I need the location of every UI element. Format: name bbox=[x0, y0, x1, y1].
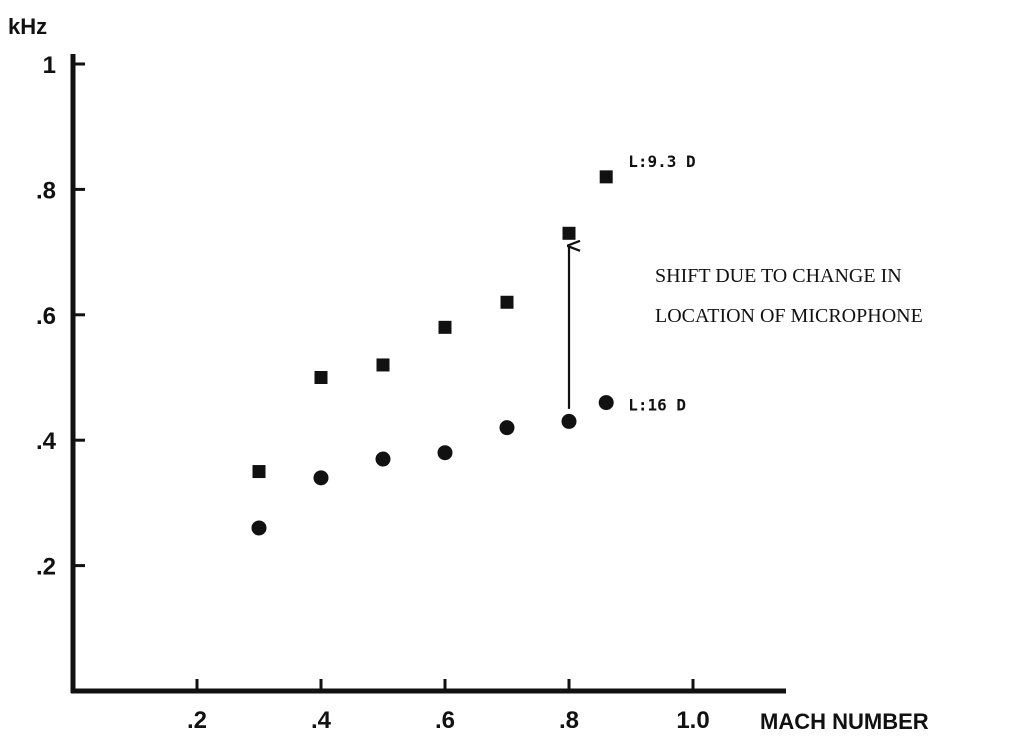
x-tick-label: 1.0 bbox=[676, 707, 709, 734]
data-point-square bbox=[376, 358, 390, 372]
annotation-text: LOCATION OF MICROPHONE bbox=[655, 305, 923, 327]
annotation-text: SHIFT DUE TO CHANGE IN bbox=[655, 265, 902, 287]
data-point-square bbox=[252, 465, 266, 479]
data-marks: L:9.3 D L:16 D bbox=[251, 152, 696, 536]
x-axis-title: MACH NUMBER bbox=[760, 709, 929, 734]
data-point-circle bbox=[437, 445, 453, 461]
series-label: L:16 D bbox=[628, 396, 686, 415]
data-point-circle bbox=[598, 395, 614, 411]
x-tick-label: .6 bbox=[435, 707, 455, 734]
y-tick-label: .6 bbox=[36, 303, 56, 330]
x-tick-label: .2 bbox=[187, 707, 207, 734]
data-point-square bbox=[500, 295, 514, 309]
y-tick-label: .2 bbox=[36, 554, 56, 581]
annotation-group: SHIFT DUE TO CHANGE IN LOCATION OF MICROP… bbox=[569, 246, 923, 409]
y-tick-label: .4 bbox=[36, 428, 57, 455]
series-label: L:9.3 D bbox=[628, 152, 695, 171]
y-tick-label: 1 bbox=[43, 52, 56, 79]
x-tick-label: .8 bbox=[559, 707, 579, 734]
data-point-circle bbox=[251, 520, 267, 536]
data-point-square bbox=[314, 371, 328, 384]
data-point-square bbox=[562, 226, 576, 240]
y-tick-label: .8 bbox=[36, 177, 56, 204]
y-axis-title: kHz bbox=[8, 14, 47, 39]
data-point-square bbox=[599, 170, 613, 184]
data-point-circle bbox=[499, 420, 515, 436]
tick-group: .2 .4 .6 .8 1.0 .2 .4 .6 .8 1 bbox=[36, 52, 710, 734]
data-point-circle bbox=[561, 413, 577, 429]
data-point-circle bbox=[375, 451, 391, 467]
data-point-square bbox=[438, 320, 452, 334]
data-point-circle bbox=[313, 470, 329, 486]
x-tick-label: .4 bbox=[311, 707, 332, 734]
